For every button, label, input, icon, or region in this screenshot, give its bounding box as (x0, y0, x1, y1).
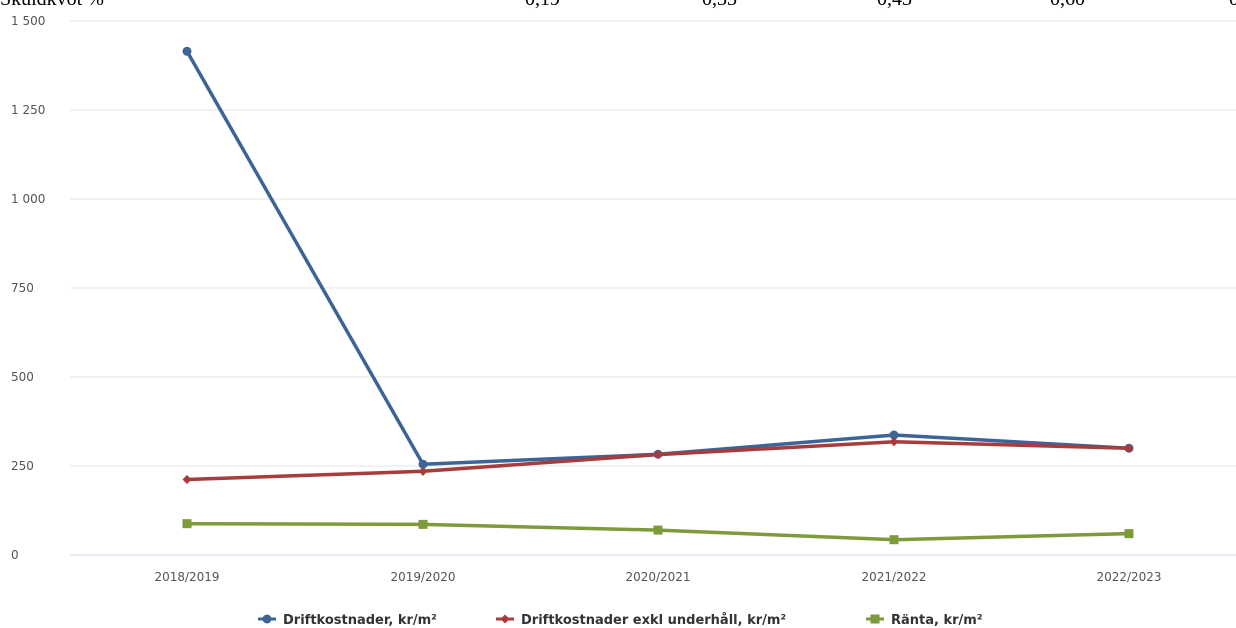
x-axis: 2018/2019 2019/2020 2020/2021 2021/2022 2022… (154, 570, 1161, 584)
data-point[interactable] (418, 459, 428, 469)
legend-label: Driftkostnader, kr/m² (283, 613, 437, 628)
x-tick-label: 2019/2020 (390, 570, 455, 584)
grid-lines (70, 20, 1236, 556)
data-point[interactable] (889, 437, 899, 447)
legend-label: Ränta, kr/m² (891, 613, 983, 628)
legend-marker[interactable] (262, 614, 272, 624)
row-value: 0,60 (1050, 0, 1085, 11)
y-tick-label: 250 (11, 459, 34, 473)
y-tick-label: 750 (11, 281, 34, 295)
table-row-skuldkvot: Skuldkvot % 0,19 0,33 0,43 0,60 0 (0, 0, 1236, 14)
data-point[interactable] (1124, 529, 1134, 539)
series-3 (182, 519, 1134, 545)
legend-item[interactable]: Driftkostnader, kr/m² (258, 613, 437, 628)
legend-label: Driftkostnader exkl underhåll, kr/m² (521, 613, 786, 628)
x-tick-label: 2021/2022 (861, 570, 926, 584)
x-tick-label: 2018/2019 (154, 570, 219, 584)
y-tick-label: 1 000 (11, 192, 45, 206)
row-label: Skuldkvot % (0, 0, 104, 11)
data-point[interactable] (1124, 443, 1134, 453)
series-group (182, 46, 1134, 545)
data-point[interactable] (182, 519, 192, 529)
x-tick-label: 2022/2023 (1096, 570, 1161, 584)
legend[interactable]: Driftkostnader, kr/m² Driftkostnader exkl… (258, 613, 983, 628)
data-point[interactable] (182, 475, 192, 485)
legend-item[interactable]: Driftkostnader exkl underhåll, kr/m² (496, 613, 786, 628)
y-tick-label: 1 500 (11, 14, 45, 28)
row-value: 0 (1229, 0, 1236, 11)
x-tick-label: 2020/2021 (625, 570, 690, 584)
row-value: 0,19 (525, 0, 560, 11)
series-2 (182, 437, 1134, 485)
legend-marker[interactable] (870, 614, 880, 624)
row-value: 0,43 (877, 0, 912, 11)
series-line (185, 49, 1131, 466)
legend-item[interactable]: Ränta, kr/m² (866, 613, 983, 628)
y-tick-label: 500 (11, 370, 34, 384)
data-point[interactable] (653, 525, 663, 535)
data-point[interactable] (418, 519, 428, 529)
data-point[interactable] (418, 466, 428, 476)
data-point[interactable] (182, 46, 192, 56)
y-tick-label: 1 250 (11, 103, 45, 117)
data-point[interactable] (653, 450, 663, 460)
data-point[interactable] (889, 430, 899, 440)
y-tick-label: 0 (11, 548, 19, 562)
y-axis: 0 250 500 750 1 000 1 250 1 500 (11, 14, 45, 562)
legend-marker[interactable] (500, 614, 510, 624)
row-value: 0,33 (702, 0, 737, 11)
series-line (185, 440, 1131, 482)
data-point[interactable] (889, 535, 899, 545)
